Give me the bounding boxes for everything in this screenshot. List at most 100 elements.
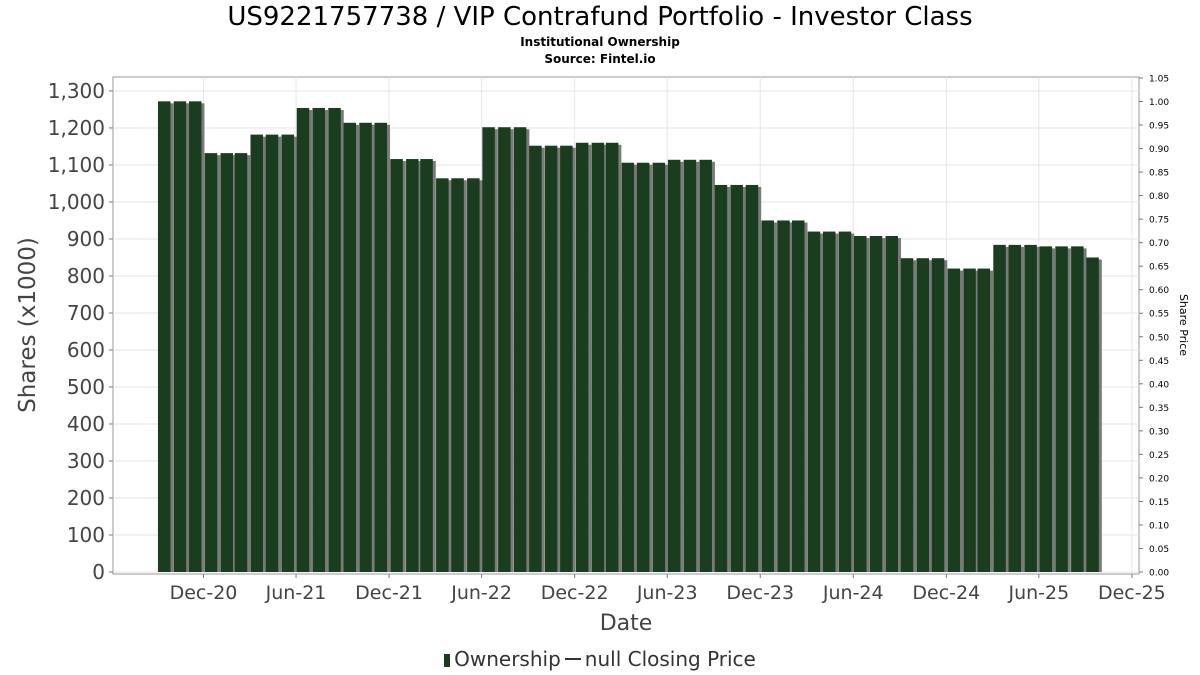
bar [250,134,263,573]
bar [1071,246,1084,572]
bar [359,122,372,572]
bar [513,127,527,573]
y2-tick-label: 0.90 [1149,145,1169,155]
legend-label-price: null Closing Price [584,647,756,671]
legend-swatch-price [564,658,581,660]
y-tick-label: 400 [67,412,105,436]
bar [575,142,589,572]
y2-tick-label: 0.30 [1149,427,1169,437]
y-axis: 0 100 200 300 400 500 600 700 800 900 1,000 1,100 1,… [48,79,113,584]
bar [234,153,248,572]
bar [420,159,433,572]
bar-series [157,101,1102,573]
y2-tick-label: 0.60 [1149,286,1169,296]
y-tick-label: 700 [67,301,105,325]
y2-tick-label: 0.75 [1149,216,1169,226]
y2-tick-label: 0.20 [1149,474,1169,484]
bar [498,127,511,573]
bar [591,142,605,572]
bar [699,159,712,573]
y2-tick-label: 0.40 [1149,380,1169,390]
bar [560,145,573,572]
bar [544,145,558,572]
bar [993,244,1006,572]
y-axis-label: Shares (x1000) [15,237,41,413]
bar [406,159,419,572]
bar [328,107,341,573]
y2-tick-label: 0.25 [1149,451,1169,461]
bar [451,178,464,572]
chart-source: Source: Fintel.io [544,52,656,66]
x-tick-label: Dec-22 [541,582,609,604]
bar [374,122,388,572]
y-tick-label: 600 [67,338,105,362]
x-tick-label: Jun-23 [636,582,698,604]
y2-tick-label: 1.00 [1149,98,1169,108]
bar [791,220,805,572]
bar [807,231,821,572]
x-axis-label: Date [600,611,653,636]
bar [312,107,326,573]
y2-tick-label: 0.55 [1149,310,1169,320]
bar [1039,246,1053,572]
bar [1086,257,1099,572]
x-tick-label: Jun-24 [822,582,884,604]
x-tick-label: Dec-24 [912,582,980,604]
bar [900,258,914,572]
y2-axis-label: Share Price [1177,294,1190,356]
bar [467,178,480,572]
y2-tick-label: 0.45 [1149,357,1169,367]
y-tick-label: 1,300 [48,79,105,103]
bar [605,142,619,572]
bar [947,268,961,572]
x-tick-label: Dec-20 [170,582,238,604]
bar [822,231,836,572]
bar [265,134,279,573]
y2-tick-label: 0.05 [1149,545,1169,555]
y-tick-label: 500 [67,375,105,399]
bar [730,184,743,572]
y2-tick-label: 0.65 [1149,263,1169,273]
bar [1008,244,1022,572]
y2-tick-label: 0.35 [1149,404,1169,414]
y-tick-label: 300 [67,449,105,473]
y-tick-label: 900 [67,227,105,251]
x-tick-label: Dec-21 [355,582,423,604]
bar [931,258,945,572]
bar [761,220,774,572]
chart-title: US9221757738 / VIP Contrafund Portfolio … [227,2,973,32]
y2-tick-label: 0.15 [1149,498,1169,508]
bar [636,162,650,572]
bar [173,101,187,572]
y-tick-label: 1,000 [48,190,105,214]
bar [343,122,357,572]
legend-swatch-ownership [444,654,451,667]
bar [916,258,930,572]
bar [482,127,495,573]
bar [529,145,542,572]
y2-tick-label: 1.05 [1149,75,1169,85]
y2-axis: 0.00 0.05 0.10 0.15 0.20 0.25 0.30 0.35 0.40 0.45… [1139,75,1169,579]
x-tick-label: Jun-25 [1007,582,1069,604]
y2-tick-label: 0.95 [1149,122,1169,132]
y-tick-label: 1,100 [48,153,105,177]
y2-tick-label: 0.70 [1149,239,1169,249]
bar [390,159,403,572]
x-axis: Dec-20 Jun-21 Dec-21 Jun-22 Dec-22 Jun-23 Dec-… [170,574,1166,604]
x-tick-label: Jun-21 [265,582,327,604]
x-tick-label: Jun-22 [450,582,512,604]
bar [188,101,202,572]
bar [853,236,867,573]
bar [1055,246,1068,572]
bar [621,162,635,572]
bar [683,159,697,573]
bar [1024,244,1037,572]
bar [745,184,759,572]
bar [296,107,310,573]
bar [157,101,171,572]
x-tick-label: Dec-23 [726,582,794,604]
y2-tick-label: 0.00 [1149,569,1169,579]
legend: Ownership null Closing Price [0,647,1200,671]
bar [667,159,681,573]
